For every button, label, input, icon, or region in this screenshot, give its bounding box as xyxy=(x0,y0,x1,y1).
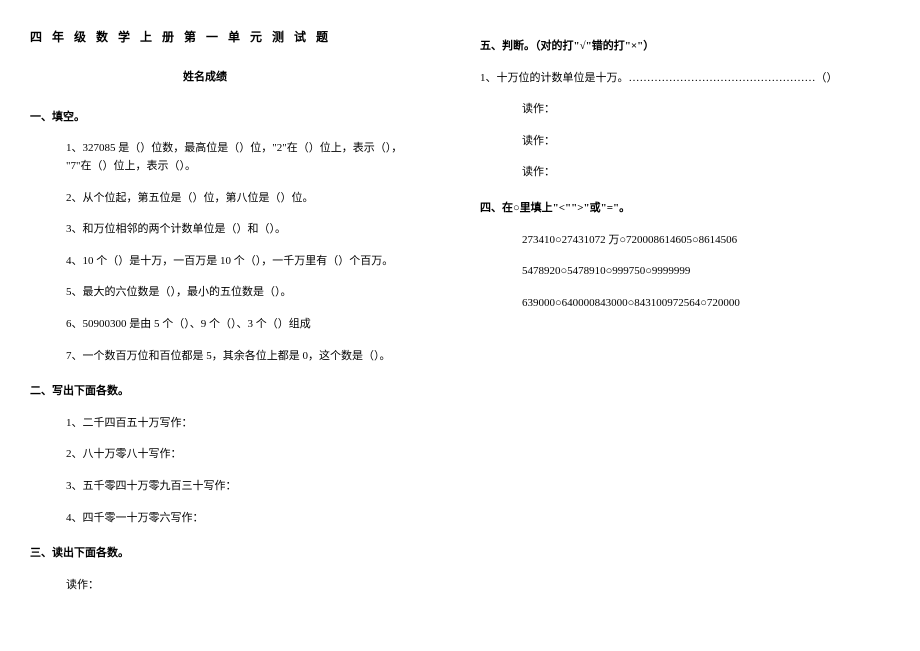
name-score-label: 姓名成绩 xyxy=(0,69,440,87)
s5-read2: 读作： xyxy=(522,133,890,151)
s2-q2: 2、八十万零八十写作： xyxy=(66,446,440,464)
s1-q1a: 1、327085 是（）位数，最高位是（）位，"2"在（）位上，表示（）， xyxy=(66,142,402,154)
s1-q4: 4、10 个（）是十万，一百万是 10 个（），一千万里有（）个百万。 xyxy=(66,253,440,271)
s5-read1: 读作： xyxy=(522,101,890,119)
s1-q2: 2、从个位起，第五位是（）位，第八位是（）位。 xyxy=(66,190,440,208)
s1-q5: 5、最大的六位数是（），最小的五位数是（）。 xyxy=(66,284,440,302)
section-4-head: 四、在○里填上"<"">"或"="。 xyxy=(480,200,890,218)
section-2-head: 二、写出下面各数。 xyxy=(30,383,440,401)
s1-q1: 1、327085 是（）位数，最高位是（）位，"2"在（）位上，表示（）， "7… xyxy=(66,140,440,175)
s3-read: 读作： xyxy=(66,577,440,595)
section-3-head: 三、读出下面各数。 xyxy=(30,545,440,563)
section-5-head: 五、判断。（对的打"√"错的打"×"） xyxy=(480,38,890,56)
s4-line2: 5478920○5478910○999750○9999999 xyxy=(522,263,890,281)
s1-q6: 6、50900300 是由 5 个（）、9 个（）、3 个（）组成 xyxy=(66,316,440,334)
s1-q7: 7、一个数百万位和百位都是 5，其余各位上都是 0，这个数是（）。 xyxy=(66,348,440,366)
s5-q1: 1、十万位的计数单位是十万。……………………………………………（） xyxy=(480,70,890,88)
section-1-head: 一、填空。 xyxy=(30,109,440,127)
s2-q3: 3、五千零四十万零九百三十写作： xyxy=(66,478,440,496)
s4-line3: 639000○640000843000○843100972564○720000 xyxy=(522,295,890,313)
s2-q4: 4、四千零一十万零六写作： xyxy=(66,510,440,528)
s1-q3: 3、和万位相邻的两个计数单位是（）和（）。 xyxy=(66,221,440,239)
s5-read3: 读作： xyxy=(522,164,890,182)
s2-q1: 1、二千四百五十万写作： xyxy=(66,415,440,433)
document-title: 四年级数学上册第一单元测试题 xyxy=(30,28,440,47)
s1-q1b: "7"在（）位上，表示（）。 xyxy=(66,160,196,172)
s4-line1: 273410○27431072 万○720008614605○8614506 xyxy=(522,232,890,250)
